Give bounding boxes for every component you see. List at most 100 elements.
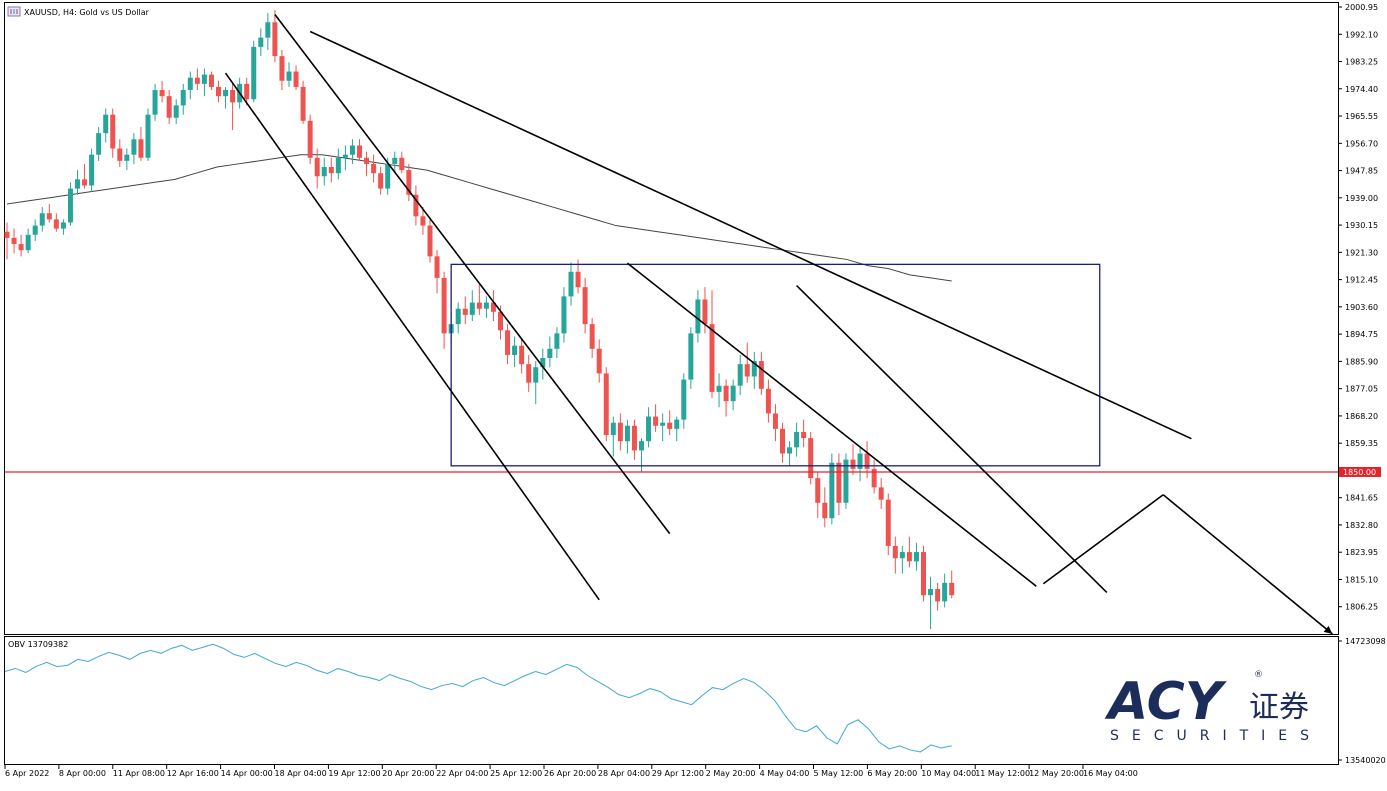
candle — [265, 13, 271, 50]
candle — [681, 373, 687, 429]
candle — [554, 327, 560, 359]
candle — [4, 222, 10, 260]
svg-text:XAUUSD, H4: Gold vs US Dollar: XAUUSD, H4: Gold vs US Dollar — [24, 8, 150, 17]
candle — [244, 77, 250, 106]
price-tick-label: 1823.95 — [1345, 548, 1378, 557]
candle — [674, 416, 680, 442]
candle — [526, 354, 532, 392]
support-level[interactable]: 1850.00 — [5, 466, 1381, 477]
price-tick-label: 1894.75 — [1345, 330, 1378, 339]
candle — [272, 9, 278, 63]
header-symbol: XAUUSD — [24, 8, 58, 17]
candle — [624, 419, 630, 454]
candle — [547, 336, 553, 368]
candle — [342, 145, 348, 171]
time-tick-label: 29 Apr 12:00 — [652, 769, 704, 778]
candle — [11, 228, 17, 254]
trendline[interactable] — [224, 72, 600, 601]
candle — [906, 536, 912, 568]
candle — [540, 348, 546, 380]
candle — [314, 148, 320, 189]
candle — [928, 576, 934, 630]
candle — [427, 219, 433, 263]
time-tick-label: 16 May 04:00 — [1083, 769, 1138, 778]
price-tick-label: 1939.00 — [1345, 194, 1378, 203]
time-tick-label: 12 Apr 16:00 — [167, 769, 219, 778]
candle — [780, 422, 785, 463]
candle — [561, 287, 567, 343]
price-tick-label: 1841.65 — [1345, 494, 1378, 503]
candle — [194, 68, 200, 91]
trendline[interactable] — [1042, 494, 1164, 585]
candle — [166, 90, 172, 124]
candle — [286, 62, 292, 87]
obv-axis: 14723098 13540020 — [1338, 637, 1386, 765]
header-description: Gold vs US Dollar — [79, 8, 149, 17]
acy-logo: ACY ® 证券 SECURITIES — [1104, 670, 1322, 744]
time-axis: 6 Apr 2022 8 Apr 00:00 11 Apr 08:00 12 Apr … — [4, 765, 1138, 778]
obv-series — [4, 643, 952, 753]
candle — [399, 151, 405, 174]
price-tick-label: 1912.45 — [1345, 276, 1378, 285]
price-tick-label: 1965.55 — [1345, 112, 1378, 121]
trendline[interactable] — [1162, 494, 1333, 635]
logo-securities: SECURITIES — [1110, 728, 1322, 744]
candle — [603, 367, 609, 442]
trendline[interactable] — [274, 14, 671, 535]
candle — [737, 354, 743, 395]
time-tick-label: 20 Apr 20:00 — [382, 769, 434, 778]
obv-axis-bottom-label: 13540020 — [1345, 756, 1386, 765]
trendline[interactable] — [626, 262, 1037, 587]
candle — [758, 351, 764, 395]
candle — [596, 339, 602, 383]
trendlines[interactable] — [224, 14, 1333, 635]
range-rectangle[interactable] — [450, 263, 1101, 467]
trendline[interactable] — [309, 30, 1192, 440]
candle — [815, 471, 821, 519]
candle — [582, 277, 588, 334]
price-axis: 2000.95 1992.10 1983.25 1974.40 1965.55 1956.… — [1338, 3, 1378, 612]
candle — [857, 447, 863, 482]
candle — [89, 148, 95, 192]
candle — [131, 133, 137, 164]
candle — [117, 139, 123, 168]
candle — [145, 108, 151, 161]
candle — [801, 419, 807, 448]
time-tick-label: 28 Apr 04:00 — [598, 769, 650, 778]
trendline[interactable] — [796, 285, 1108, 593]
candle — [505, 324, 511, 365]
level-label: 1850.00 — [1343, 468, 1376, 477]
candle — [392, 151, 398, 174]
candle — [822, 487, 828, 528]
obv-axis-top-label: 14723098 — [1345, 637, 1386, 646]
price-tick-label: 1832.80 — [1345, 521, 1378, 530]
candle — [371, 154, 377, 183]
candle — [53, 213, 59, 232]
time-tick-label: 11 Apr 08:00 — [113, 769, 165, 778]
ma-line — [6, 154, 952, 282]
time-tick-label: 18 Apr 04:00 — [275, 769, 327, 778]
candle — [617, 413, 623, 451]
time-tick-label: 4 May 04:00 — [760, 769, 810, 778]
candle — [949, 570, 955, 599]
time-tick-label: 11 May 12:00 — [975, 769, 1030, 778]
candle — [300, 80, 306, 124]
candle — [462, 296, 468, 325]
candle — [575, 259, 581, 294]
candle — [110, 108, 116, 158]
candle — [850, 444, 856, 476]
candle — [413, 185, 419, 226]
candle — [695, 290, 701, 343]
candle — [512, 336, 518, 368]
candle — [159, 80, 165, 103]
main-chart-pane[interactable] — [4, 2, 1339, 635]
candle — [610, 416, 616, 457]
logo-chinese: 证券 — [1249, 690, 1309, 725]
indicator-pane[interactable] — [4, 636, 1339, 765]
candle — [899, 545, 905, 574]
arrowhead — [1323, 625, 1333, 634]
candle — [208, 71, 214, 91]
candle — [75, 170, 80, 195]
